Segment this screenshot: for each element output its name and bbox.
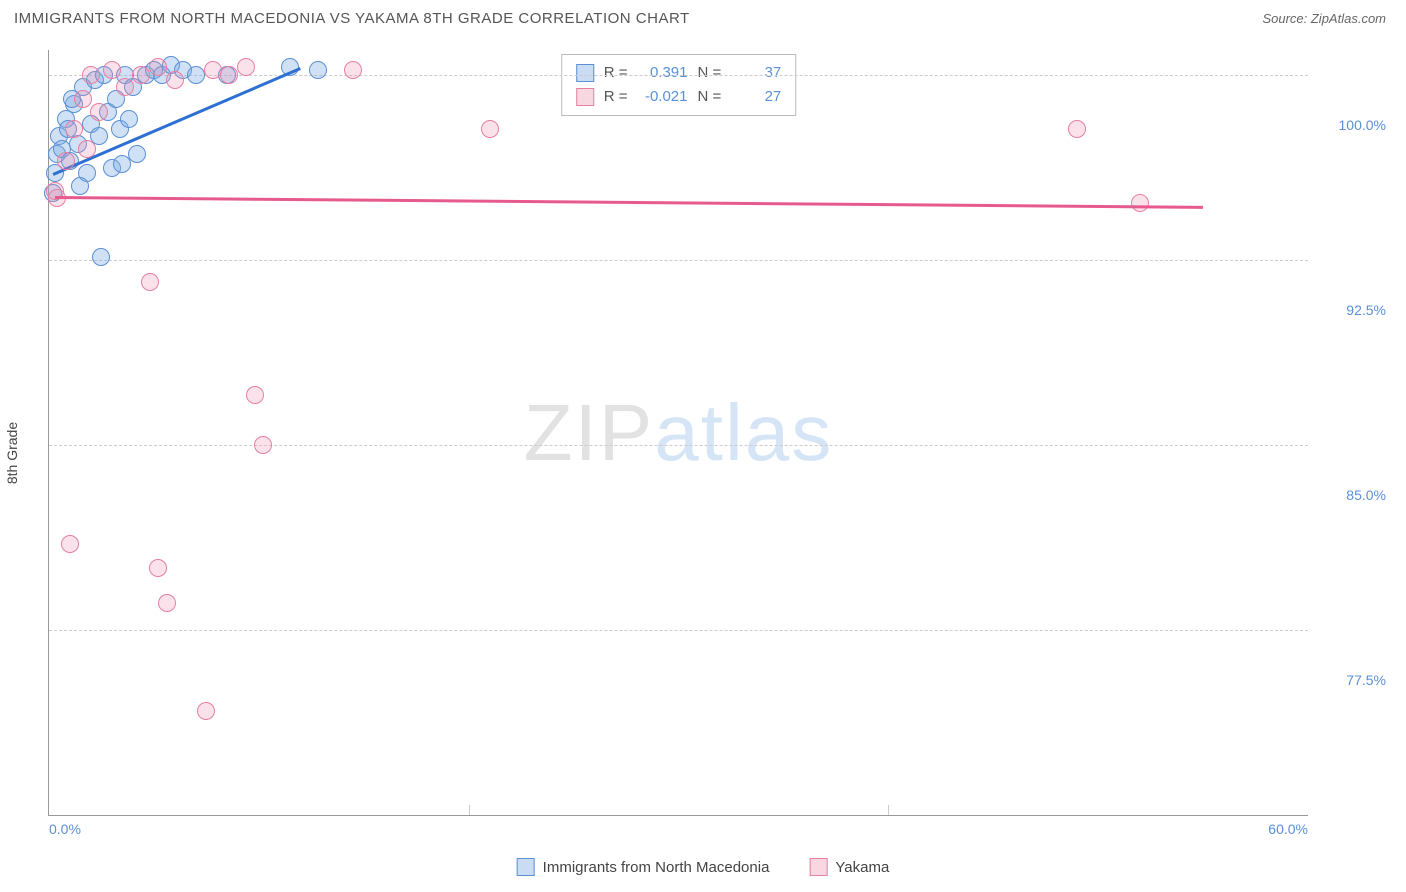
y-tick-label: 92.5% xyxy=(1316,302,1386,318)
legend-row-blue: R = 0.391 N = 37 xyxy=(576,61,782,85)
swatch-pink xyxy=(576,88,594,106)
data-point-pink xyxy=(254,436,272,454)
data-point-pink xyxy=(132,66,150,84)
series-legend: Immigrants from North Macedonia Yakama xyxy=(517,858,890,876)
data-point-pink xyxy=(116,78,134,96)
data-point-pink xyxy=(344,61,362,79)
data-point-blue xyxy=(309,61,327,79)
data-point-pink xyxy=(78,140,96,158)
y-tick-label: 77.5% xyxy=(1316,672,1386,688)
x-tick-label: 60.0% xyxy=(1268,821,1308,837)
swatch-blue-icon xyxy=(517,858,535,876)
data-point-blue xyxy=(92,248,110,266)
x-tick-mark xyxy=(888,805,889,815)
legend-row-pink: R = -0.021 N = 27 xyxy=(576,85,782,109)
swatch-pink-icon xyxy=(809,858,827,876)
data-point-pink xyxy=(204,61,222,79)
data-point-pink xyxy=(65,120,83,138)
data-point-pink xyxy=(103,61,121,79)
data-point-pink xyxy=(1131,194,1149,212)
data-point-blue xyxy=(71,177,89,195)
data-point-pink xyxy=(1068,120,1086,138)
r-value-pink: -0.021 xyxy=(638,85,688,109)
legend-item-pink: Yakama xyxy=(809,858,889,876)
chart-title: IMMIGRANTS FROM NORTH MACEDONIA VS YAKAM… xyxy=(14,10,690,27)
legend-item-blue: Immigrants from North Macedonia xyxy=(517,858,770,876)
y-tick-label: 85.0% xyxy=(1316,487,1386,503)
data-point-pink xyxy=(90,103,108,121)
y-tick-label: 100.0% xyxy=(1316,117,1386,133)
x-tick-label: 0.0% xyxy=(49,821,81,837)
gridline-h xyxy=(49,630,1308,631)
data-point-pink xyxy=(481,120,499,138)
watermark: ZIPatlas xyxy=(524,387,833,479)
data-point-pink xyxy=(197,702,215,720)
r-value-blue: 0.391 xyxy=(638,61,688,85)
n-value-blue: 37 xyxy=(731,61,781,85)
data-point-pink xyxy=(246,386,264,404)
chart-area: 8th Grade ZIPatlas R = 0.391 N = 37 R = … xyxy=(48,50,1386,840)
n-value-pink: 27 xyxy=(731,85,781,109)
gridline-h xyxy=(49,260,1308,261)
data-point-pink xyxy=(82,66,100,84)
data-point-pink xyxy=(158,594,176,612)
data-point-blue xyxy=(113,155,131,173)
data-point-pink xyxy=(141,273,159,291)
data-point-pink xyxy=(220,66,238,84)
data-point-pink xyxy=(74,90,92,108)
data-point-pink xyxy=(149,58,167,76)
data-point-pink xyxy=(57,152,75,170)
data-point-blue xyxy=(187,66,205,84)
y-axis-label: 8th Grade xyxy=(4,422,20,484)
trendline-pink xyxy=(55,196,1203,208)
plot-region: ZIPatlas R = 0.391 N = 37 R = -0.021 N =… xyxy=(48,50,1308,816)
gridline-h xyxy=(49,445,1308,446)
data-point-pink xyxy=(61,535,79,553)
data-point-pink xyxy=(166,71,184,89)
data-point-pink xyxy=(149,559,167,577)
data-point-blue xyxy=(120,110,138,128)
x-tick-mark xyxy=(469,805,470,815)
source-label: Source: ZipAtlas.com xyxy=(1262,11,1386,26)
correlation-legend: R = 0.391 N = 37 R = -0.021 N = 27 xyxy=(561,54,797,116)
swatch-blue xyxy=(576,64,594,82)
data-point-pink xyxy=(237,58,255,76)
